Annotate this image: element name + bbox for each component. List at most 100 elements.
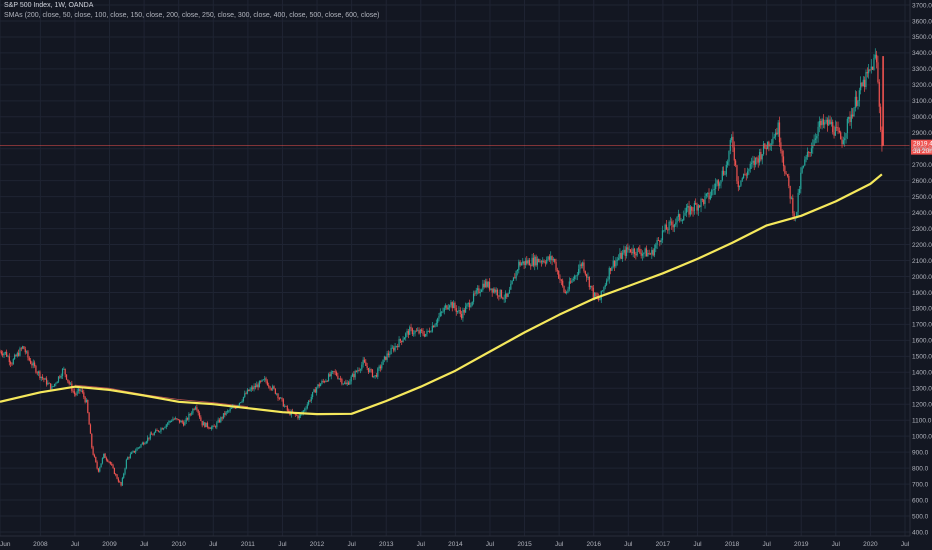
candle-body: [4, 351, 6, 354]
candle-body: [127, 457, 129, 460]
x-tick-label: Jul: [347, 541, 356, 548]
candle-body: [397, 346, 399, 348]
candle-body: [613, 260, 616, 267]
candle-body: [350, 376, 352, 382]
candlesticks: [0, 48, 884, 487]
candle-body: [156, 430, 158, 431]
bar-countdown-label: 3d 20h: [913, 148, 932, 155]
candle-body: [609, 268, 612, 271]
candle-body: [547, 256, 549, 260]
candle-body: [217, 419, 219, 423]
price-axis[interactable]: 3700.0 3600.0 3500.0 3400.0 3300.0 3200.0 3100…: [909, 0, 932, 536]
candle-body: [353, 374, 355, 378]
candle-body: [119, 481, 121, 483]
candle-body: [671, 221, 673, 225]
y-tick-label: 400.0: [912, 529, 929, 536]
candle-body: [77, 388, 80, 392]
candle-body: [56, 381, 58, 384]
candle-body: [750, 162, 753, 164]
candle-body: [197, 409, 199, 413]
candle-body: [111, 463, 113, 466]
candle-body: [334, 371, 336, 373]
candle-body: [121, 477, 123, 486]
candle-body: [770, 143, 773, 145]
candle-body: [230, 408, 233, 410]
y-tick-label: 3700.0: [912, 2, 932, 9]
candle-body: [455, 308, 457, 312]
candle-body: [522, 261, 524, 264]
candle-body: [874, 54, 876, 58]
candle-body: [558, 270, 560, 279]
candle-body: [415, 330, 417, 332]
candle-body: [500, 289, 503, 298]
candle-body: [52, 386, 54, 387]
candle-body: [330, 371, 332, 377]
candle-body: [270, 388, 272, 390]
candle-body: [868, 69, 870, 74]
candle-body: [828, 119, 830, 126]
candle-body: [89, 424, 92, 434]
candle-body: [228, 410, 230, 412]
candle-body: [709, 195, 711, 200]
candle-body: [206, 422, 209, 428]
candle-body: [882, 56, 884, 146]
candle-body: [375, 375, 378, 377]
candle-body: [413, 333, 415, 335]
candle-body: [91, 433, 93, 448]
candle-body: [43, 378, 45, 380]
candle-body: [449, 305, 451, 308]
candle-body: [540, 261, 543, 263]
candle-body: [37, 371, 40, 374]
candle-body: [479, 291, 481, 293]
candle-body: [241, 400, 243, 403]
candle-body: [692, 210, 694, 212]
candle-body: [185, 418, 187, 422]
candle-body: [739, 185, 741, 188]
candle-body: [27, 351, 29, 358]
candle-body: [742, 173, 745, 179]
sma-thin-line: [74, 384, 248, 407]
candle-body: [363, 359, 366, 363]
candle-body: [317, 384, 319, 388]
candle-body: [148, 437, 150, 439]
last-price-tag: [911, 139, 932, 155]
candle-body: [18, 352, 20, 356]
candle-body: [715, 183, 717, 190]
candle-body: [834, 126, 836, 136]
candle-body: [723, 170, 725, 175]
candle-body: [48, 382, 50, 384]
candle-body: [519, 261, 521, 266]
candle-body: [605, 280, 608, 285]
candle-body: [836, 126, 838, 128]
candle-body: [454, 302, 456, 309]
candle-body: [627, 247, 629, 250]
candle-body: [433, 325, 435, 328]
y-tick-label: 2100.0: [912, 258, 932, 265]
candle-body: [765, 147, 767, 150]
time-axis[interactable]: Jun 2008 Jul 2009 Jul 2010 Jul 2011 Jul 2012 Jul 20…: [0, 535, 910, 548]
candle-body: [604, 284, 606, 288]
candle-body: [539, 261, 541, 263]
candle-body: [705, 193, 707, 197]
candle-body: [538, 258, 540, 263]
candle-body: [399, 339, 401, 341]
candle-body: [467, 302, 469, 305]
candle-body: [507, 293, 509, 297]
candle-body: [677, 214, 680, 217]
candle-body: [856, 96, 858, 106]
indicator-legend[interactable]: SMAs (200, close, 50, close, 100, close,…: [4, 12, 380, 19]
x-tick-label: Jul: [486, 541, 495, 548]
candle-body: [486, 281, 488, 287]
y-tick-label: 500.0: [912, 513, 929, 520]
candle-body: [430, 331, 432, 333]
candle-body: [373, 375, 375, 378]
candle-body: [435, 322, 437, 325]
candle-body: [369, 369, 371, 373]
candle-body: [657, 240, 660, 241]
candle-body: [484, 281, 487, 288]
candle-body: [636, 248, 638, 256]
y-tick-label: 600.0: [912, 497, 929, 504]
candle-body: [0, 351, 2, 354]
